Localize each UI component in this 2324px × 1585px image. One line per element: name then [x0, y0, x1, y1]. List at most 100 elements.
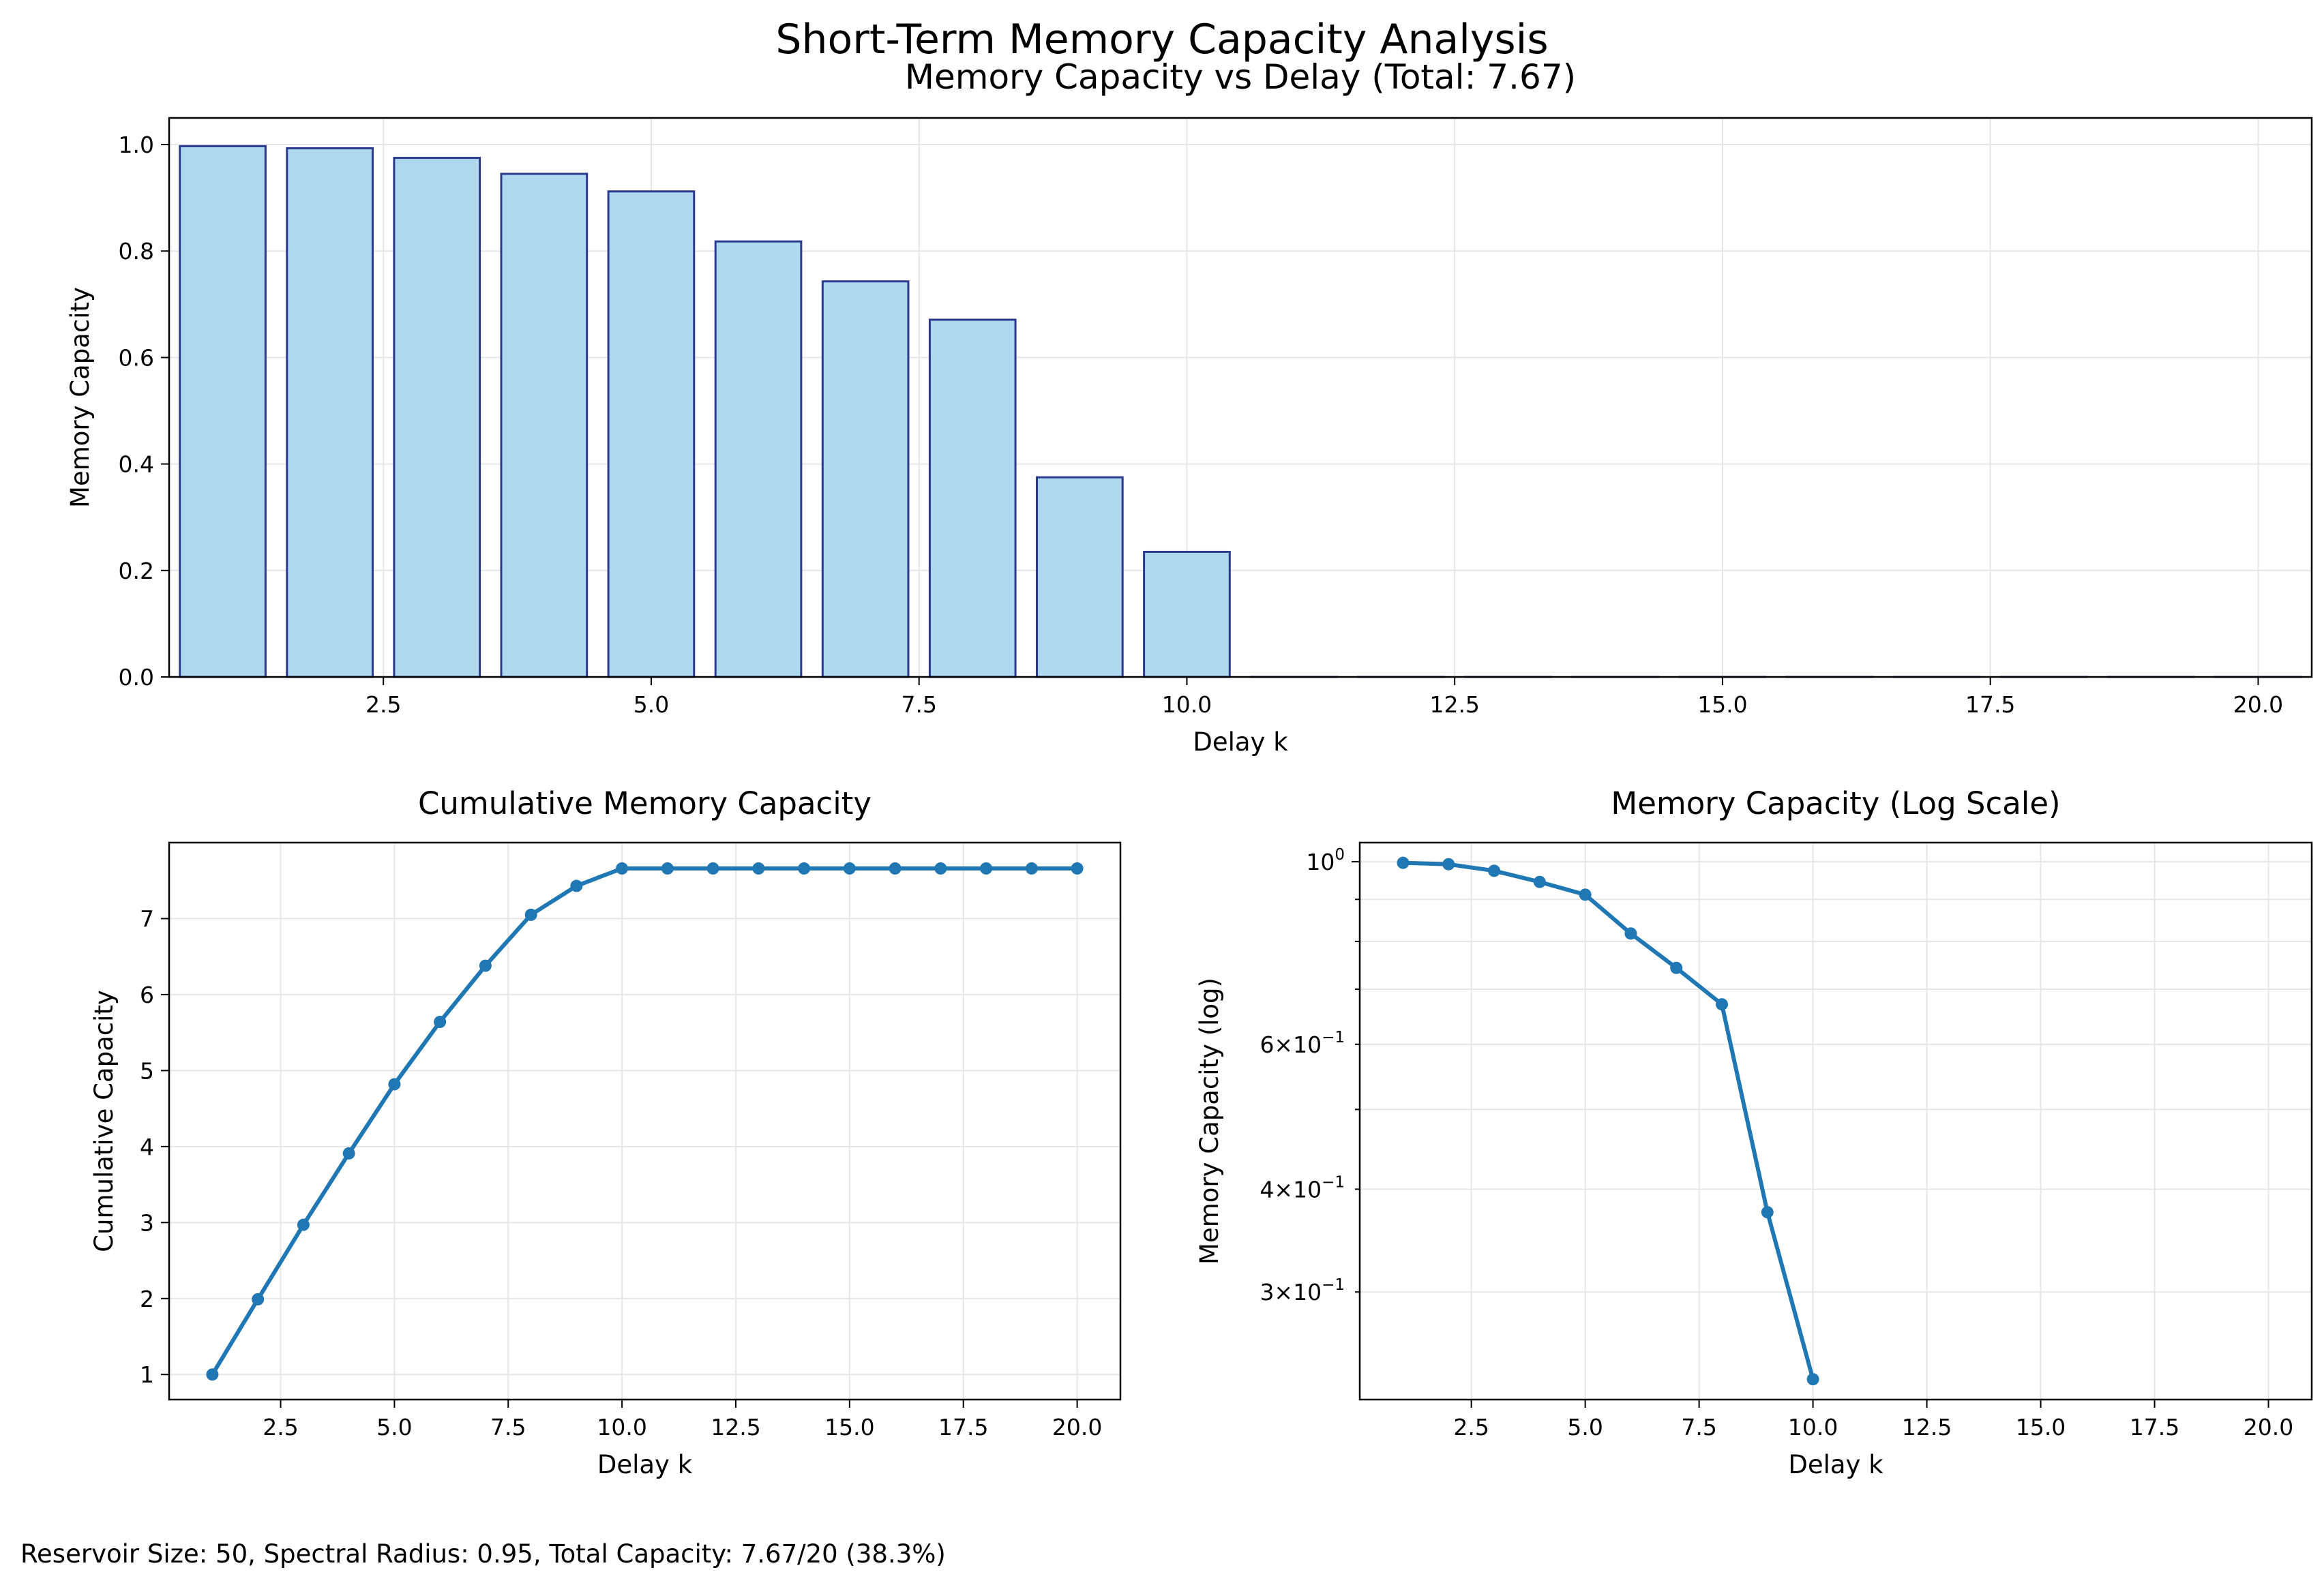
chart2-xtick-label: 10.0 — [597, 1414, 646, 1440]
chart1-ytick-label: 0.8 — [119, 238, 154, 265]
chart2-point-13 — [752, 862, 765, 875]
bar-chart-panel: 2.5 5.0 7.5 10.0 12.5 15.0 17.5 20.0 0.0 0.2 0.4 0.… — [65, 57, 2313, 757]
chart1-xtick-label: 15.0 — [1697, 691, 1747, 718]
chart2-point-6 — [434, 1016, 447, 1029]
chart1-ytick-label: 1.0 — [119, 132, 154, 158]
chart3-xlabel: Delay k — [1788, 1450, 1883, 1479]
chart2-point-20 — [1071, 862, 1084, 875]
chart3-point-8 — [1716, 998, 1729, 1011]
chart2-point-17 — [934, 862, 947, 875]
chart3-axes-frame — [1358, 841, 2313, 1401]
chart3-point-4 — [1533, 875, 1546, 888]
chart3-series-line — [1403, 860, 1815, 1380]
chart3-xtick-label: 12.5 — [1902, 1414, 1952, 1440]
figure-suptitle: Short-Term Memory Capacity Analysis — [775, 16, 1548, 63]
chart3-ytick-label: 100 — [1306, 846, 1345, 875]
chart2-point-11 — [661, 862, 674, 875]
chart3-point-5 — [1579, 888, 1592, 901]
chart3-xtick-label: 10.0 — [1788, 1414, 1838, 1440]
chart3-ytick-base: 10 — [1293, 1176, 1322, 1203]
chart1-bar-7 — [821, 280, 910, 678]
chart3-ytick-exponent: −1 — [1322, 1276, 1345, 1294]
chart2-point-15 — [843, 862, 856, 875]
chart1-xtick-label: 7.5 — [901, 691, 936, 718]
chart1-ytick-label: 0.6 — [119, 344, 154, 371]
chart2-title: Cumulative Memory Capacity — [418, 785, 872, 821]
chart2-xlabel: Delay k — [597, 1450, 693, 1479]
chart1-ylabel: Memory Capacity — [65, 287, 95, 508]
chart2-xtick-label: 5.0 — [376, 1414, 412, 1440]
chart2-ytick-label: 2 — [140, 1286, 154, 1312]
chart2-ytick-label: 5 — [140, 1057, 154, 1084]
chart1-xtick-label: 2.5 — [366, 691, 401, 718]
chart3-ytick-label: 3×10−1 — [1260, 1276, 1345, 1305]
log-chart-panel: 2.5 5.0 7.5 10.0 12.5 15.0 17.5 20.01003×10−14×… — [1195, 785, 2313, 1479]
chart1-bar-3 — [393, 157, 481, 678]
chart3-ytick-exponent: 0 — [1335, 846, 1345, 864]
chart3-ytick-label: 6×10−1 — [1260, 1029, 1345, 1058]
chart3-point-10 — [1806, 1373, 1819, 1386]
chart1-ytick-label: 0.0 — [119, 664, 154, 691]
chart2-ytick-label: 7 — [140, 905, 154, 932]
chart1-xtick-label: 10.0 — [1162, 691, 1212, 718]
chart1-bar-6 — [714, 240, 803, 678]
chart3-ytick-base: 10 — [1306, 849, 1335, 875]
chart2-point-4 — [342, 1147, 355, 1160]
chart3-ytick-mantissa: 4× — [1260, 1176, 1293, 1203]
chart2-point-7 — [479, 959, 492, 972]
chart3-point-7 — [1670, 961, 1683, 974]
chart2-xtick-label: 15.0 — [824, 1414, 874, 1440]
chart3-title: Memory Capacity (Log Scale) — [1611, 785, 2060, 821]
chart2-point-2 — [252, 1293, 265, 1305]
figure-footer: Reservoir Size: 50, Spectral Radius: 0.9… — [20, 1539, 946, 1569]
chart1-axes-frame — [168, 117, 2313, 678]
chart1-ytick-label: 0.2 — [119, 558, 154, 584]
chart2-point-5 — [388, 1078, 401, 1091]
chart3-point-1 — [1397, 856, 1410, 869]
chart3-point-9 — [1761, 1206, 1774, 1219]
chart3-point-3 — [1488, 864, 1501, 877]
chart2-point-8 — [524, 908, 537, 921]
chart3-ytick-base: 10 — [1293, 1279, 1322, 1305]
chart2-xtick-label: 17.5 — [938, 1414, 988, 1440]
chart2-ytick-label: 1 — [140, 1361, 154, 1388]
chart2-xtick-label: 7.5 — [490, 1414, 526, 1440]
chart2-point-14 — [798, 862, 811, 875]
chart3-ytick-label: 4×10−1 — [1260, 1173, 1345, 1203]
chart3-ytick-mantissa: 3× — [1260, 1279, 1293, 1305]
chart3-xtick-label: 17.5 — [2130, 1414, 2179, 1440]
chart3-xtick-label: 20.0 — [2244, 1414, 2293, 1440]
chart2-point-18 — [980, 862, 993, 875]
chart3-xtick-label: 7.5 — [1681, 1414, 1716, 1440]
chart2-point-10 — [616, 862, 629, 875]
chart1-xtick-label: 5.0 — [634, 691, 669, 718]
chart2-xtick-label: 12.5 — [711, 1414, 760, 1440]
chart1-bar-9 — [1036, 476, 1124, 678]
chart1-bar-2 — [286, 147, 374, 678]
chart1-bar-5 — [607, 190, 696, 678]
chart3-ytick-exponent: −1 — [1322, 1029, 1345, 1046]
chart1-ytick-label: 0.4 — [119, 451, 154, 478]
chart1-bar-1 — [179, 145, 267, 678]
cumulative-chart-panel: 2.5 5.0 7.5 10.0 12.5 15.0 17.5 20.0 1 2 3 4 5 6 7 Cumu… — [89, 785, 1122, 1479]
chart2-point-12 — [706, 862, 719, 875]
chart3-ytick-base: 10 — [1293, 1031, 1322, 1058]
chart2-ytick-label: 3 — [140, 1209, 154, 1236]
chart2-point-16 — [889, 862, 902, 875]
chart2-point-1 — [206, 1368, 219, 1381]
chart3-point-2 — [1442, 858, 1455, 871]
chart2-point-3 — [297, 1218, 310, 1231]
chart1-xtick-label: 17.5 — [1965, 691, 2015, 718]
chart3-ytick-mantissa: 6× — [1260, 1031, 1293, 1058]
chart2-axes-frame — [168, 841, 1122, 1401]
chart1-xtick-label: 12.5 — [1429, 691, 1479, 718]
chart2-ytick-label: 4 — [140, 1134, 154, 1160]
chart3-ylabel: Memory Capacity (log) — [1195, 978, 1224, 1265]
chart1-xtick-label: 20.0 — [2233, 691, 2283, 718]
chart2-point-9 — [570, 879, 583, 892]
chart1-bar-10 — [1143, 550, 1231, 678]
chart1-bar-8 — [928, 318, 1017, 678]
chart3-xtick-label: 2.5 — [1453, 1414, 1489, 1440]
chart2-ytick-label: 6 — [140, 982, 154, 1008]
